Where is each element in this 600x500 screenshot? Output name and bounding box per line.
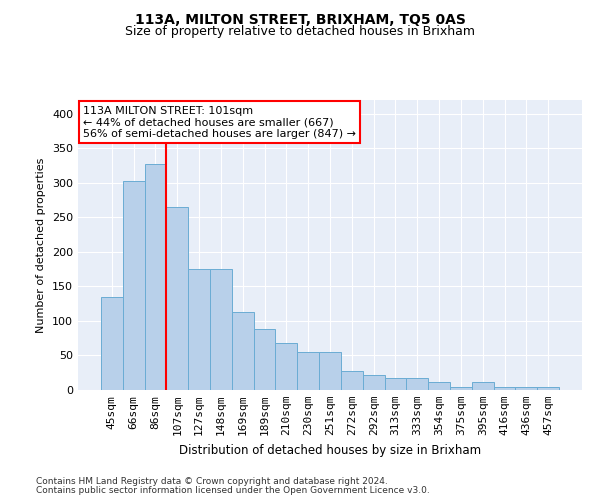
Bar [472,382,494,390]
Text: Size of property relative to detached houses in Brixham: Size of property relative to detached ho… [125,25,475,38]
Bar [166,207,188,390]
Bar [210,269,232,390]
Text: 113A, MILTON STREET, BRIXHAM, TQ5 0AS: 113A, MILTON STREET, BRIXHAM, TQ5 0AS [134,12,466,26]
Bar [385,378,406,390]
Bar [319,352,341,390]
Bar [297,352,319,390]
Bar [101,297,123,390]
Bar [123,182,145,390]
Text: Contains public sector information licensed under the Open Government Licence v3: Contains public sector information licen… [36,486,430,495]
Bar [494,387,515,390]
Bar [428,382,450,390]
Bar [406,378,428,390]
Bar [341,370,363,390]
Text: 113A MILTON STREET: 101sqm
← 44% of detached houses are smaller (667)
56% of sem: 113A MILTON STREET: 101sqm ← 44% of deta… [83,106,356,139]
Y-axis label: Number of detached properties: Number of detached properties [37,158,46,332]
Bar [537,387,559,390]
Bar [188,269,210,390]
Text: Contains HM Land Registry data © Crown copyright and database right 2024.: Contains HM Land Registry data © Crown c… [36,477,388,486]
Bar [254,329,275,390]
Bar [450,386,472,390]
Bar [363,375,385,390]
Bar [232,312,254,390]
Bar [275,343,297,390]
Bar [145,164,166,390]
Bar [515,387,537,390]
X-axis label: Distribution of detached houses by size in Brixham: Distribution of detached houses by size … [179,444,481,456]
